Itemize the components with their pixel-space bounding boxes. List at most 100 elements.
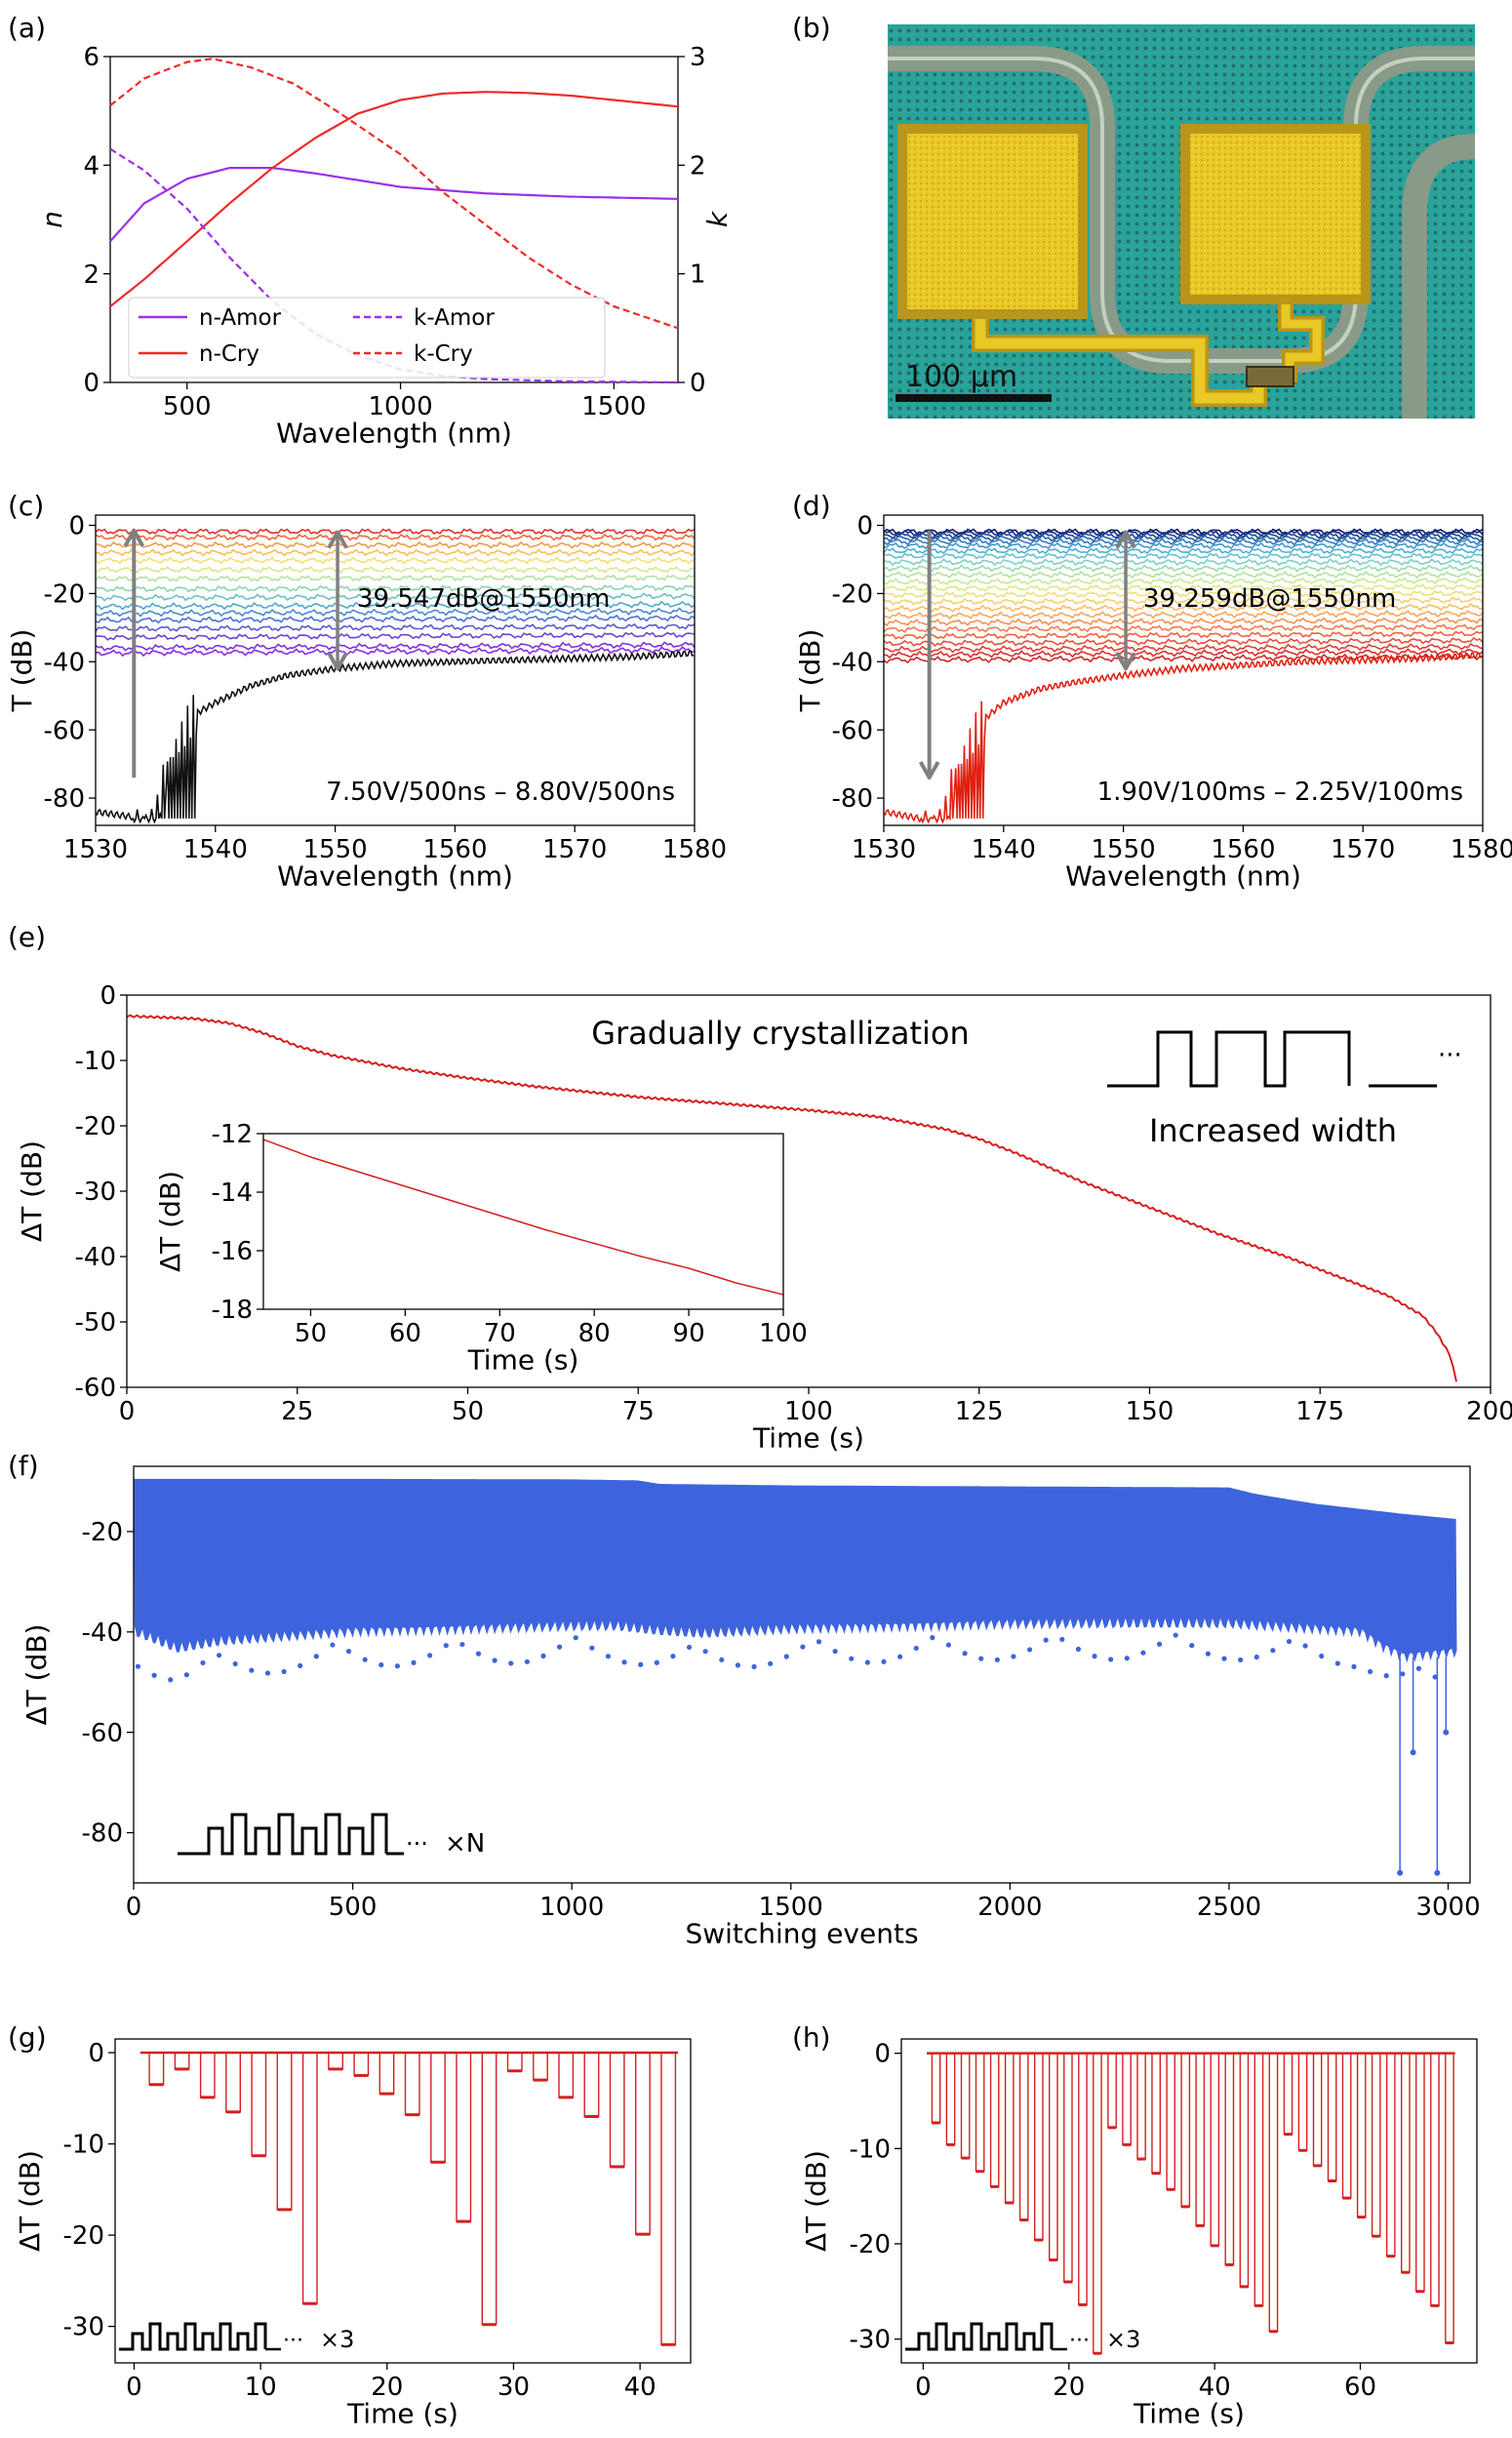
e-inset-xlabel: Time (s) xyxy=(467,1344,579,1377)
d-ytick-label: -20 xyxy=(832,580,873,609)
g-pulse-glyph xyxy=(119,2322,267,2351)
f-outlier-point xyxy=(670,1654,676,1659)
f-xtick-label: 2000 xyxy=(977,1893,1042,1922)
f-pulse-ellipsis: ··· xyxy=(406,1830,428,1858)
d-spectrum-line xyxy=(883,653,1484,664)
d-spectrum-line xyxy=(884,643,1484,654)
c-xtick-label: 1560 xyxy=(422,835,487,864)
e-xtick-label: 75 xyxy=(622,1397,655,1426)
e-ytick-label: -60 xyxy=(75,1374,116,1403)
d-spectrum-line xyxy=(883,558,1484,567)
c-bracket-head-bottom xyxy=(327,652,348,671)
f-outlier-point xyxy=(1092,1654,1097,1659)
f-outlier-point xyxy=(200,1659,206,1666)
f-outlier-point xyxy=(1351,1663,1357,1669)
chart-a: 500 1000 1500 0 2 4 6 Wavelength (nm) n 0 1 2 3 k n-Am… xyxy=(36,43,734,450)
a-ytick-label: 4 xyxy=(83,151,99,180)
f-ytick-label: -60 xyxy=(82,1719,123,1748)
f-outlier-point xyxy=(1400,1671,1406,1677)
a-ytick-label: 0 xyxy=(83,369,99,398)
f-outlier-point xyxy=(1124,1656,1130,1661)
h-pulse-glyph xyxy=(905,2322,1054,2351)
f-outlier-point xyxy=(573,1635,578,1641)
a-xtick-label: 1500 xyxy=(581,392,646,421)
g-plot-frame xyxy=(114,2038,692,2364)
g-xlabel: Time (s) xyxy=(346,2398,458,2430)
f-outlier-point xyxy=(621,1659,627,1665)
f-outlier-point xyxy=(686,1644,693,1651)
f-outlier-point xyxy=(751,1663,757,1669)
a-ylabel-right: k xyxy=(701,210,734,227)
f-outlier-point xyxy=(524,1659,530,1664)
f-outlier-point xyxy=(443,1643,449,1649)
f-outlier-point xyxy=(362,1657,368,1662)
d-spectrum-line xyxy=(883,534,1484,542)
panel-label-c: (c) xyxy=(8,490,44,522)
a-xtick-label: 500 xyxy=(163,392,212,421)
d-spectrum-line xyxy=(883,552,1484,560)
f-xtick-label: 1000 xyxy=(539,1893,604,1922)
h-xtick-label: 0 xyxy=(915,2373,932,2402)
d-bracket-head-bottom xyxy=(1115,652,1136,671)
f-outlier-point xyxy=(1075,1646,1082,1652)
f-outlier-point xyxy=(183,1672,189,1678)
d-spectrum-line xyxy=(883,589,1484,599)
g-xtick-label: 30 xyxy=(497,2373,530,2402)
c-xtick-label: 1570 xyxy=(542,835,607,864)
d-spectrum-line xyxy=(883,630,1484,640)
c-ylabel: T (dB) xyxy=(6,629,38,713)
f-outlier-point xyxy=(589,1645,595,1651)
d-spectrum-line xyxy=(883,564,1484,573)
e-ytick-label: -30 xyxy=(75,1178,116,1207)
f-outlier-point xyxy=(264,1670,271,1676)
d-spectrum-line xyxy=(883,538,1484,546)
h-plot-frame xyxy=(900,2038,1478,2364)
g-xtick-label: 40 xyxy=(624,2373,657,2402)
f-outlier-point xyxy=(1432,1674,1438,1680)
c-spectrum-line xyxy=(95,614,696,624)
d-spectrum-line xyxy=(883,577,1484,586)
f-outlier-point xyxy=(168,1677,174,1683)
c-ytick-label: 0 xyxy=(68,512,85,541)
e-pulse-glyph xyxy=(1107,1030,1351,1088)
g-ytick-label: -20 xyxy=(63,2221,104,2251)
e-xtick-label: 125 xyxy=(955,1397,1004,1426)
f-outlier-point xyxy=(557,1644,563,1650)
f-spike-point xyxy=(1443,1729,1450,1736)
e-inset-xtick-label: 70 xyxy=(484,1319,516,1348)
h-xtick-label: 40 xyxy=(1199,2373,1231,2402)
f-outlier-point xyxy=(638,1661,644,1667)
d-ytick-label: -80 xyxy=(832,784,873,814)
e-inset-line xyxy=(262,1139,784,1296)
e-xtick-label: 50 xyxy=(452,1397,484,1426)
f-outlier-point xyxy=(1221,1656,1227,1661)
e-ylabel: ΔT (dB) xyxy=(16,1140,48,1242)
f-outlier-point xyxy=(1173,1632,1178,1638)
a-ytick-right-label: 3 xyxy=(690,43,706,72)
d-spectrum-line xyxy=(883,596,1484,606)
panel-label-e: (e) xyxy=(8,921,46,953)
d-ytick-label: -40 xyxy=(832,648,873,677)
f-outlier-point xyxy=(816,1639,822,1645)
f-outlier-point xyxy=(313,1654,319,1659)
d-xlabel: Wavelength (nm) xyxy=(1065,860,1301,893)
f-outlier-point xyxy=(978,1656,984,1661)
g-ylabel: ΔT (dB) xyxy=(14,2150,46,2252)
d-xtick-label: 1540 xyxy=(972,835,1036,864)
h-ytick-label: -10 xyxy=(850,2135,891,2164)
f-outlier-point xyxy=(1156,1641,1163,1647)
f-outlier-point xyxy=(151,1672,157,1678)
h-ytick-label: 0 xyxy=(874,2040,891,2069)
h-xtick-label: 60 xyxy=(1344,2373,1376,2402)
micrograph-b: 100 μm xyxy=(888,24,1476,419)
a-legend-label: n-Amor xyxy=(199,305,282,331)
e-inset-ytick-label: -18 xyxy=(212,1296,253,1325)
e-inset-ytick-label: -16 xyxy=(212,1237,253,1266)
a-series-k-Amor xyxy=(109,147,678,384)
scale-bar-label: 100 μm xyxy=(905,360,1017,394)
f-outlier-point xyxy=(1011,1654,1016,1659)
f-outlier-point xyxy=(492,1658,497,1663)
f-outlier-point xyxy=(1270,1648,1276,1654)
f-outlier-point xyxy=(1238,1657,1244,1663)
a-legend-label: k-Amor xyxy=(414,305,495,331)
